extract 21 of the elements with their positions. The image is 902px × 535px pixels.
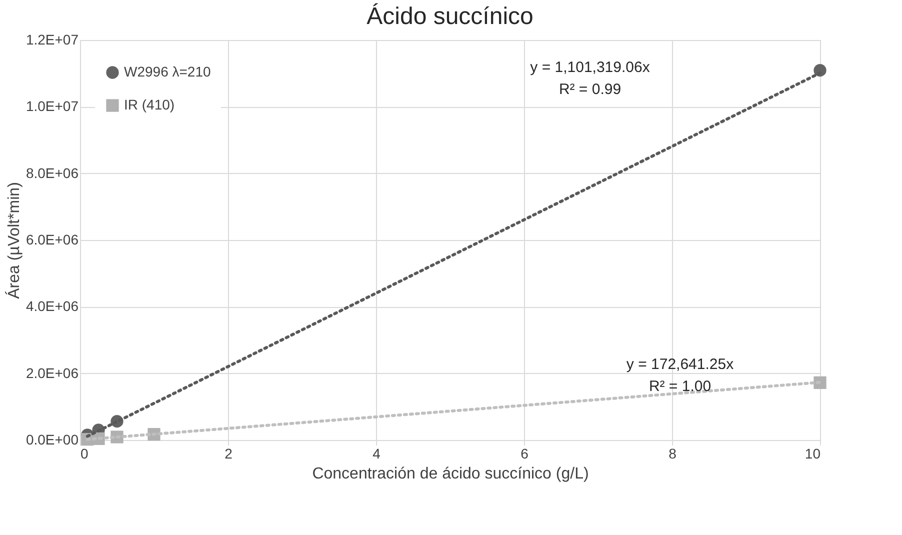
point (814, 376, 826, 389)
x-tick-label: 8 (668, 446, 677, 462)
y-tick-label: 1.0E+07 (26, 98, 79, 114)
y-tick-label: 8.0E+06 (26, 164, 79, 181)
x-axis-title: Concentración de ácido succínico (g/L) (312, 466, 589, 482)
y-tick-label: 6.0E+06 (26, 232, 79, 248)
x-tick-label: 10 (804, 446, 821, 462)
x-tick-label: 6 (520, 446, 529, 462)
x-tick-label: 4 (372, 446, 381, 462)
y-tick-label: 0.0E+00 (26, 432, 79, 448)
y-axis-title: Área (µVolt*min) (4, 182, 23, 299)
legend-label: W2996 λ=210 (124, 64, 211, 80)
annotation: y = 1,101,319.06x R² = 0.99 (530, 59, 650, 98)
y-tick-label: 1.2E+07 (26, 32, 79, 48)
legend-label: IR (410) (124, 96, 175, 112)
x-tick-label: 0 (80, 446, 88, 462)
y-tick-label: 2.0E+06 (26, 364, 79, 381)
annotation: y = 172,641.25x R² = 1.00 (626, 356, 734, 395)
y-tick-label: 4.0E+06 (26, 298, 79, 314)
x-tick-label: 2 (224, 446, 233, 462)
chart-title: Ácido succínico (366, 3, 534, 30)
